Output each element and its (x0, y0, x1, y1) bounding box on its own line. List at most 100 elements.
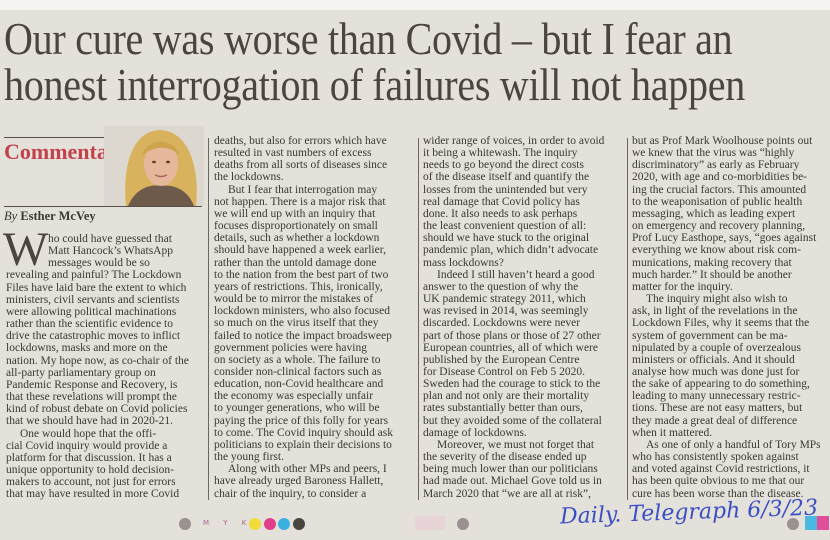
article-text-line: rather than the scientific evidence to (6, 318, 173, 331)
article-text-line: have already urged Baroness Hallett, (214, 475, 384, 488)
article-column-2: deaths, but also for errors which have re… (214, 135, 416, 500)
article-text-line: pandemic plan, which didn’t advocate (423, 244, 599, 257)
article-text-line: revealing and painful? The Lockdown (6, 269, 182, 282)
article-text-line: on emergency and recovery planning, (632, 220, 806, 233)
article-text-line: for Disease Control on Feb 5 2020. (423, 365, 585, 378)
article-text-line: Files have laid bare the extent to which (6, 281, 187, 294)
registration-dot (787, 518, 799, 530)
article-text-line: of the disease itself and quantify the (423, 171, 590, 184)
article-text-line: real damage that Covid policy has (423, 195, 580, 208)
article-text-line: mass lockdowns? (423, 256, 504, 269)
scan-top-margin (0, 0, 830, 10)
article-text-line: March 2020 that “we are all at risk”, (423, 487, 591, 500)
article-text-line: the least convenient question of all: (423, 220, 587, 233)
article-text-line: damage of lockdowns. (423, 426, 527, 439)
article-text-line: ask, in light of the revelations in the (632, 305, 798, 318)
article-text-line: leading to many unnecessary restric- (632, 390, 801, 403)
article-text-line: that these revelations will prompt the (6, 391, 177, 404)
article-text-line: cure has been worse than the disease. (632, 487, 804, 500)
article-text-line: Pandemic Response and Recovery, is (6, 378, 178, 391)
article-text-line: not happen. There is a major risk that (214, 195, 386, 208)
article-text-line: years of restrictions. This, ironically, (214, 280, 383, 293)
article-text-line: messages would be so (48, 257, 150, 270)
article-text-line: published by the European Centre (423, 353, 580, 366)
article-text-line: were allowing political machinations (6, 305, 177, 318)
article-text-line: Moreover, we must not forget that (437, 438, 595, 451)
article-text-line: failed to notice the impact broadsweep (214, 329, 392, 342)
article-text-line: but as Prof Mark Woolhouse points out (632, 135, 813, 147)
article-text-line: needs to go beyond the direct costs (423, 159, 584, 172)
color-swatch (415, 516, 445, 530)
article-text-line: munications, making recovery that (632, 256, 792, 269)
article-text-line: nipulated by a couple of overzealous (632, 341, 801, 354)
article-text-line: on society as a whole. The failure to (214, 353, 381, 366)
article-text-line: ministers or officials. And it should (632, 353, 795, 366)
article-text-line: cial Covid inquiry would provide a (6, 439, 168, 452)
article-text-line: Sweden had the courage to stick to the (423, 378, 601, 391)
magenta-registration-dot (264, 518, 276, 530)
article-column-4: but as Prof Mark Woolhouse points out we … (632, 135, 830, 500)
article-text-line: 2020, with age and co-morbidities be- (632, 171, 808, 184)
article-column-3: wider range of voices, in order to avoid… (423, 135, 625, 500)
article-column-1: ho could have guessed that Matt Hancock’s… (6, 233, 206, 500)
byline-author: Esther McVey (20, 209, 96, 223)
article-text-line: would be to mirror the mistakes of (214, 293, 374, 306)
article-text-line: analyse how much was done just for (632, 365, 800, 378)
yellow-registration-dot (249, 518, 261, 530)
column-rule (208, 138, 209, 500)
article-text-line: the economy was especially unfair (214, 390, 374, 403)
article-text-line: messaging, which as leading expert (632, 207, 796, 220)
headline-line-2: honest interrogation of failures will no… (4, 59, 745, 110)
article-text-line: wider range of voices, in order to avoid (423, 135, 605, 147)
article-text-line: answer to the question of why the (423, 280, 579, 293)
article-text-line: But I fear that interrogation may (228, 183, 378, 196)
handwritten-date-note: Daily. Telegraph 6/3/23 (559, 495, 819, 530)
article-text-line: that may have resulted in more Covid (6, 488, 180, 501)
article-text-line: we knew that the virus was “highly (632, 147, 795, 160)
article-text-line: ing the crucial factors. This amounted (632, 183, 807, 196)
article-text-line: that we should have had in 2020-21. (6, 415, 174, 428)
article-text-line: consider non-clinical factors such as (214, 365, 382, 378)
article-text-line: ministers, civil servants and scientists (6, 293, 180, 306)
byline-prefix: By (4, 209, 18, 223)
article-text-line: the sake of appearing to do something, (632, 378, 810, 391)
article-text-line: but they avoided some of the collateral (423, 414, 602, 427)
article-text-line: makers to account, not just for errors (6, 476, 176, 489)
article-text-line: ho could have guessed that (48, 233, 172, 245)
magenta-swatch (817, 516, 829, 530)
black-registration-dot (293, 518, 305, 530)
article-text-line: being much lower than our politicians (423, 463, 598, 476)
article-text-line: the severity of the disease ended up (423, 451, 587, 464)
article-text-line: lockdowns, masks and more on the (6, 342, 168, 355)
article-text-line: European countries, all of which were (423, 341, 598, 354)
article-text-line: matter for the inquiry. (632, 280, 733, 293)
byline: By Esther McVey (4, 209, 96, 224)
article-text-line: Along with other MPs and peers, I (228, 463, 387, 476)
article-text-line: details, such as whether a lockdown (214, 232, 380, 245)
column-rule (418, 138, 419, 500)
article-text-line: lockdown ministers, who also focused (214, 305, 390, 318)
article-text-line: so much on the virus itself that they (214, 317, 379, 330)
article-text-line: to the weaponisation of public health (632, 195, 803, 208)
article-text-line: plan and not only are their mortality (423, 390, 590, 403)
article-text-line: to younger generations, who will be (214, 402, 380, 415)
article-text-line: done. It also needs to ask perhaps (423, 207, 578, 220)
registration-marks: M Y K (203, 519, 253, 527)
drop-cap: W (3, 223, 49, 276)
article-text-line: all-party parliamentary group on (6, 366, 156, 379)
article-text-line: losses from the unintended but very (423, 183, 588, 196)
article-text-line: chair of the inquiry, to consider a (214, 487, 367, 500)
article-text-line: focuses disproportionately on small (214, 220, 378, 233)
article-text-line: deaths, but also for errors which have (214, 135, 387, 147)
article-text-line: paying the price of this folly for years (214, 414, 389, 427)
article-text-line: everything we know about risk com- (632, 244, 801, 257)
article-text-line: had made out. Michael Gove told us in (423, 475, 602, 488)
article-text-line: Lockdown Files, why it seems that the (632, 317, 810, 330)
article-text-line: has been quite obvious to me that our (632, 475, 805, 488)
article-text-line: we will end up with an inquiry that (214, 207, 376, 220)
article-text-line: discriminatory” as early as February (632, 159, 800, 172)
article-text-line: unique opportunity to hold decision- (6, 463, 175, 476)
headline-line-1: Our cure was worse than Covid – but I fe… (4, 13, 733, 64)
article-text-line: resulted in vast numbers of excess (214, 147, 372, 160)
section-rule-bottom (4, 206, 202, 207)
